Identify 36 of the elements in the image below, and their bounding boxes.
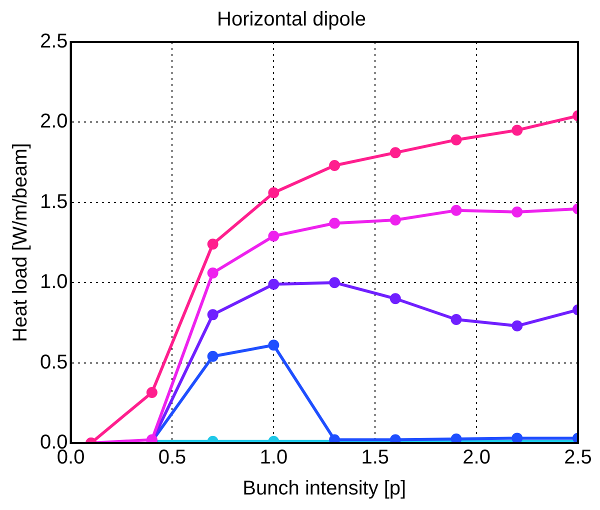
point <box>512 206 523 218</box>
point <box>268 230 280 242</box>
point <box>512 124 523 136</box>
point <box>390 214 401 226</box>
point <box>207 350 218 362</box>
y-axis-title: Heat load [W/m/beam] <box>10 143 32 342</box>
y-tick-label: 1.5 <box>40 190 68 213</box>
point <box>450 204 462 216</box>
x-tick-label: 2.5 <box>564 446 592 469</box>
y-tick-label: 2.5 <box>40 30 68 53</box>
x-tick-label: 2.0 <box>462 446 490 469</box>
x-tick-label: 1.5 <box>361 446 390 469</box>
x-tick-label: 0.5 <box>158 446 186 469</box>
point <box>207 238 218 250</box>
point <box>450 134 462 146</box>
point <box>268 187 280 198</box>
point <box>268 340 280 351</box>
point <box>512 320 523 332</box>
point <box>329 160 340 172</box>
point <box>146 386 158 398</box>
point <box>450 314 462 325</box>
point <box>207 267 218 278</box>
chart-title: Horizontal dipole <box>217 8 366 31</box>
point <box>512 432 523 443</box>
point <box>268 278 280 290</box>
y-tick-label: 2.0 <box>40 110 68 133</box>
point <box>390 147 401 158</box>
point <box>390 293 401 304</box>
point <box>450 433 462 443</box>
point <box>207 309 218 320</box>
x-tick-label: 1.0 <box>260 446 288 469</box>
x-axis-title: Bunch intensity [p] <box>242 478 406 500</box>
y-tick-label: 0.5 <box>40 351 68 374</box>
point <box>329 277 340 288</box>
y-tick-label: 1.0 <box>40 271 68 294</box>
point <box>329 218 340 229</box>
